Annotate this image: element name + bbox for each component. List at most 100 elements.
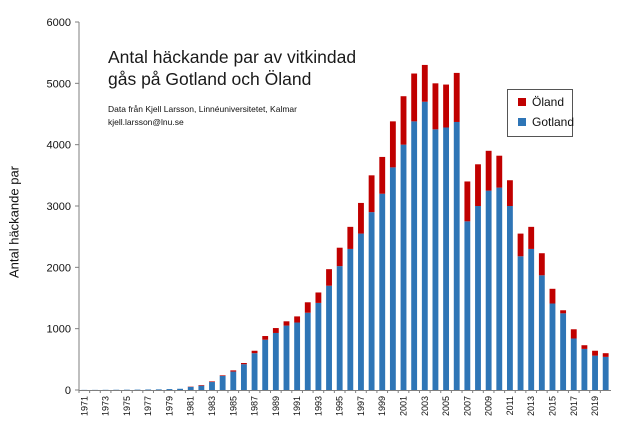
bar-gotland [336,266,343,390]
bar-gotland [602,356,609,390]
x-tick-label: 1983 [207,396,217,416]
bar-oland [506,180,513,206]
bar-oland [570,329,577,339]
bar-gotland [560,313,567,390]
bar-gotland [198,385,205,390]
bar-oland [379,156,386,194]
bar-gotland [304,312,311,390]
bar-gotland [389,167,396,390]
x-tick-label: 2001 [399,396,409,416]
legend-item-oland: Öland [518,95,564,109]
x-tick-label: 1975 [122,396,132,416]
bar-gotland [485,190,492,390]
bar-oland [219,375,226,376]
y-tick-label: 6000 [47,17,71,29]
bar-gotland [155,389,162,390]
bar-oland [538,253,545,276]
bar-oland [230,370,237,372]
data-source-line-2: kjell.larsson@lnu.se [108,117,184,127]
bar-gotland [592,355,598,390]
bar-gotland [421,101,428,390]
bar-oland [198,385,205,386]
bar-oland [389,121,396,168]
legend-label-oland: Öland [532,95,565,109]
x-tick-label: 1985 [228,396,238,416]
bar-gotland [283,325,290,390]
x-tick-label: 1973 [101,396,111,416]
x-tick-label: 1991 [292,396,302,416]
bar-gotland [464,221,471,390]
bar-oland [347,226,354,249]
bar-oland [336,247,343,267]
bar-oland [485,150,492,191]
bar-gotland [432,129,439,391]
bar-oland [475,164,481,206]
bar-oland [549,288,556,304]
bar-gotland [251,353,258,390]
bar-oland [592,350,598,356]
bar-gotland [219,375,226,390]
bar-oland [496,155,503,188]
legend-item-gotland: Gotland [518,115,574,129]
bar-gotland [368,212,375,390]
y-tick-label: 5000 [47,78,71,90]
bar-gotland [315,302,322,390]
bar-gotland [262,339,269,390]
chart-title: Antal häckande par av vitkindad gås på G… [108,46,356,90]
legend-swatch-gotland [518,118,526,126]
bar-oland [602,353,609,357]
y-axis-label: Antal häckande par [6,165,22,279]
bar-gotland [294,322,301,390]
bar-oland [517,233,524,257]
bar-gotland [272,332,279,390]
y-tick-label: 0 [65,385,71,397]
legend-swatch-oland [518,98,526,106]
x-tick-label: 1995 [335,396,345,416]
x-tick-label: 2007 [462,396,472,416]
y-tick-label: 4000 [47,140,71,152]
bar-oland [400,96,407,145]
bar-gotland [549,303,556,390]
bar-gotland [379,193,386,390]
x-tick-label: 2009 [484,396,494,416]
y-tick-label: 1000 [47,324,71,336]
x-tick-label: 1993 [313,396,323,416]
bar-oland [326,269,332,286]
x-tick-label: 2013 [526,396,536,416]
bar-oland [262,336,269,340]
bar-oland [294,316,301,323]
bar-gotland [475,206,481,390]
bar-oland [528,226,535,249]
bar-gotland [411,121,418,391]
x-tick-label: 1999 [377,396,387,416]
bar-oland [432,83,439,130]
x-tick-label: 2005 [441,396,451,416]
bar-oland [560,310,567,314]
bar-gotland [358,233,364,390]
data-source-note: Data från Kjell Larsson, Linnéuniversite… [108,103,297,129]
x-tick-label: 1979 [164,396,174,416]
bar-oland [283,321,290,326]
bar-oland [411,73,418,122]
bar-oland [304,302,311,313]
chart-title-line-1: Antal häckande par av vitkindad [108,47,357,67]
data-source-line-1: Data från Kjell Larsson, Linnéuniversite… [108,104,297,114]
bar-gotland [506,206,513,390]
bar-oland [368,175,375,213]
x-tick-label: 2017 [569,396,579,416]
bar-gotland [240,364,247,390]
bar-gotland [230,371,237,390]
bar-gotland [177,388,184,390]
legend-label-gotland: Gotland [532,115,575,129]
x-tick-label: 1989 [271,396,281,416]
bar-gotland [443,127,450,390]
bar-oland [251,350,258,354]
bar-oland [272,328,279,333]
y-tick-label: 2000 [47,262,71,274]
bar-oland [358,202,364,234]
x-tick-label: 2003 [420,396,430,416]
x-tick-label: 1987 [250,396,260,416]
x-tick-label: 2011 [505,396,515,415]
